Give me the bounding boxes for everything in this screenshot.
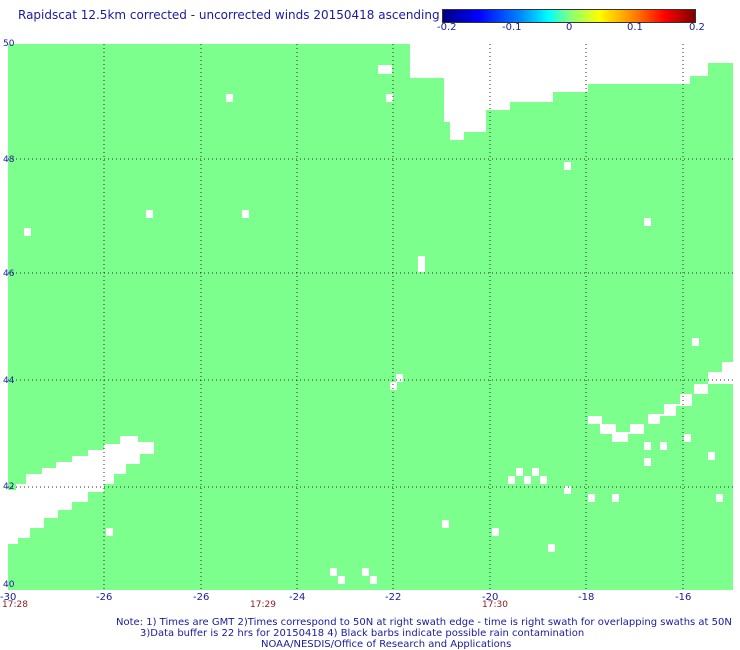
data-gap <box>378 65 392 74</box>
time-label: 17:29 <box>250 600 276 610</box>
map-title: Rapidscat 12.5km corrected - uncorrected… <box>18 8 440 22</box>
data-gap <box>8 436 154 544</box>
lon-tick-label: -16 <box>675 592 692 603</box>
data-gap <box>370 576 377 584</box>
time-label: 17:30 <box>482 600 508 610</box>
wind-difference-map <box>8 44 733 590</box>
data-gap <box>24 228 31 236</box>
data-gap <box>390 382 397 390</box>
data-gap <box>410 70 424 78</box>
time-label: 17:28 <box>2 600 28 610</box>
colorbar-tick-label: -0.2 <box>437 22 457 33</box>
map-canvas <box>8 44 733 590</box>
footer-note: 3)Data buffer is 22 hrs for 20150418 4) … <box>140 628 585 639</box>
data-gap <box>524 476 531 484</box>
data-gap <box>540 476 547 484</box>
data-gaps <box>8 44 733 584</box>
data-gap <box>644 458 651 466</box>
colorbar-tick-label: 0.1 <box>627 22 643 33</box>
data-gap <box>588 494 595 502</box>
data-gap <box>226 94 233 102</box>
data-gap <box>692 338 699 346</box>
lon-tick-label: -24 <box>289 592 306 603</box>
data-gap <box>492 528 499 536</box>
data-gap <box>330 568 337 576</box>
data-gap <box>644 218 651 226</box>
lat-tick-label: 48 <box>3 155 15 165</box>
lat-tick-label: 40 <box>3 580 15 590</box>
data-gap <box>532 468 539 476</box>
data-gap <box>708 452 715 460</box>
data-gap <box>716 494 723 502</box>
data-gap <box>660 442 667 450</box>
colorbar-tick-label: 0 <box>566 22 573 33</box>
lon-tick-label: -30 <box>0 592 17 603</box>
data-gap <box>338 576 345 584</box>
lon-tick-label: -26 <box>96 592 113 603</box>
lon-tick-label: -18 <box>578 592 595 603</box>
lat-tick-label: 44 <box>3 376 15 386</box>
colorbar-tick-label: 0.2 <box>689 22 705 33</box>
lat-tick-label: 42 <box>3 482 15 492</box>
data-gap <box>418 256 425 272</box>
lat-tick-label: 50 <box>3 39 15 49</box>
lon-tick-label: -22 <box>385 592 402 603</box>
data-gap <box>106 528 113 536</box>
lat-tick-label: 46 <box>3 269 15 279</box>
data-gap <box>548 544 555 552</box>
lat-lon-grid <box>8 44 733 590</box>
data-gap <box>442 520 449 528</box>
data-gap <box>362 568 369 576</box>
colorbar-tick-label: -0.1 <box>502 22 522 33</box>
lon-tick-label: -20 <box>482 592 499 603</box>
data-gap <box>564 486 571 494</box>
data-gap <box>410 44 733 140</box>
data-gap <box>684 434 691 442</box>
footer-note: Note: 1) Times are GMT 2)Times correspon… <box>116 617 732 628</box>
data-gap <box>396 374 403 382</box>
data-gap <box>588 362 733 442</box>
lon-tick-label: -26 <box>193 592 210 603</box>
data-gap <box>564 162 571 170</box>
data-gap <box>386 94 393 102</box>
data-gap <box>146 210 153 218</box>
swath-fill <box>8 44 733 590</box>
footer-credit: NOAA/NESDIS/Office of Research and Appli… <box>261 639 512 650</box>
data-gap <box>508 476 515 484</box>
data-gap <box>644 442 651 450</box>
data-gap <box>612 494 619 502</box>
data-gap <box>516 468 523 476</box>
data-gap <box>242 210 249 218</box>
colorbar <box>442 9 696 23</box>
